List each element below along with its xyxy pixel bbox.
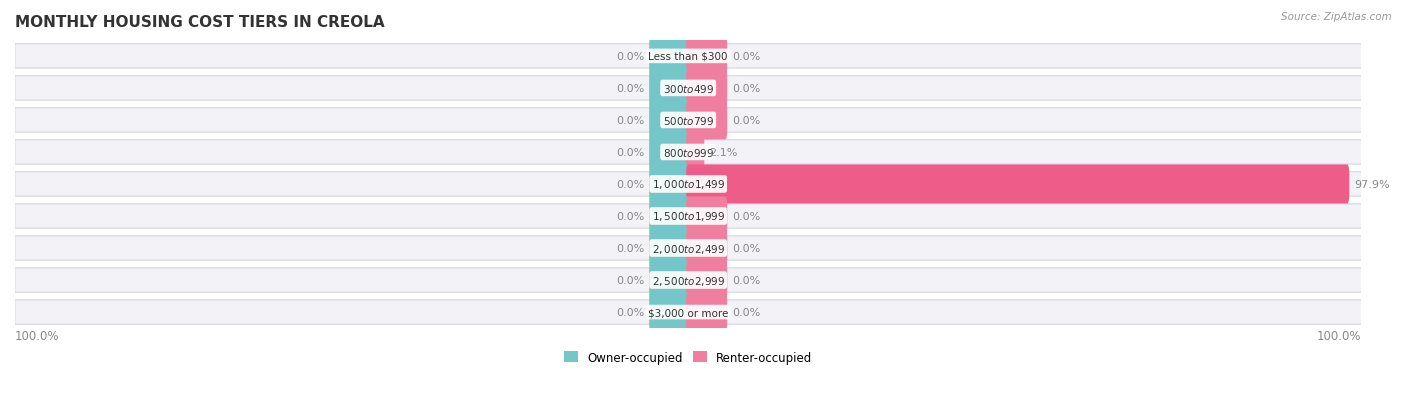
- FancyBboxPatch shape: [15, 300, 1361, 325]
- Text: 97.9%: 97.9%: [1354, 180, 1389, 190]
- FancyBboxPatch shape: [686, 293, 727, 332]
- FancyBboxPatch shape: [686, 69, 727, 108]
- Text: 0.0%: 0.0%: [616, 275, 644, 285]
- Text: 0.0%: 0.0%: [616, 180, 644, 190]
- Text: 2.1%: 2.1%: [709, 147, 737, 158]
- FancyBboxPatch shape: [15, 204, 1361, 229]
- Text: $800 to $999: $800 to $999: [662, 147, 714, 159]
- FancyBboxPatch shape: [650, 101, 690, 140]
- FancyBboxPatch shape: [686, 101, 727, 140]
- FancyBboxPatch shape: [15, 268, 1361, 292]
- Text: 0.0%: 0.0%: [733, 307, 761, 317]
- Text: MONTHLY HOUSING COST TIERS IN CREOLA: MONTHLY HOUSING COST TIERS IN CREOLA: [15, 15, 385, 30]
- FancyBboxPatch shape: [686, 37, 727, 76]
- FancyBboxPatch shape: [650, 261, 690, 300]
- FancyBboxPatch shape: [650, 37, 690, 76]
- FancyBboxPatch shape: [15, 236, 1361, 261]
- Text: 0.0%: 0.0%: [733, 84, 761, 94]
- Text: 0.0%: 0.0%: [733, 243, 761, 254]
- Text: 0.0%: 0.0%: [733, 211, 761, 221]
- Text: 0.0%: 0.0%: [616, 52, 644, 62]
- Text: $3,000 or more: $3,000 or more: [648, 307, 728, 317]
- Text: $2,000 to $2,499: $2,000 to $2,499: [651, 242, 724, 255]
- Text: 100.0%: 100.0%: [15, 329, 59, 342]
- Text: 0.0%: 0.0%: [616, 211, 644, 221]
- Text: 0.0%: 0.0%: [733, 275, 761, 285]
- Text: Less than $300: Less than $300: [648, 52, 728, 62]
- FancyBboxPatch shape: [15, 172, 1361, 197]
- Text: 0.0%: 0.0%: [616, 84, 644, 94]
- FancyBboxPatch shape: [15, 45, 1361, 69]
- FancyBboxPatch shape: [650, 69, 690, 108]
- Text: 0.0%: 0.0%: [616, 116, 644, 126]
- FancyBboxPatch shape: [686, 133, 704, 172]
- Text: $1,000 to $1,499: $1,000 to $1,499: [651, 178, 724, 191]
- Text: Source: ZipAtlas.com: Source: ZipAtlas.com: [1281, 12, 1392, 22]
- FancyBboxPatch shape: [650, 197, 690, 236]
- Text: 0.0%: 0.0%: [616, 307, 644, 317]
- Text: 100.0%: 100.0%: [1317, 329, 1361, 342]
- FancyBboxPatch shape: [15, 109, 1361, 133]
- Text: $1,500 to $1,999: $1,500 to $1,999: [651, 210, 724, 223]
- FancyBboxPatch shape: [650, 165, 690, 204]
- Text: 0.0%: 0.0%: [733, 116, 761, 126]
- FancyBboxPatch shape: [686, 165, 1350, 204]
- FancyBboxPatch shape: [15, 76, 1361, 101]
- Legend: Owner-occupied, Renter-occupied: Owner-occupied, Renter-occupied: [560, 346, 817, 368]
- FancyBboxPatch shape: [15, 140, 1361, 165]
- Text: 0.0%: 0.0%: [733, 52, 761, 62]
- Text: $300 to $499: $300 to $499: [662, 83, 714, 95]
- FancyBboxPatch shape: [650, 293, 690, 332]
- Text: 0.0%: 0.0%: [616, 243, 644, 254]
- FancyBboxPatch shape: [686, 197, 727, 236]
- Text: $500 to $799: $500 to $799: [662, 115, 714, 127]
- FancyBboxPatch shape: [686, 261, 727, 300]
- FancyBboxPatch shape: [686, 229, 727, 268]
- Text: 0.0%: 0.0%: [616, 147, 644, 158]
- Text: $2,500 to $2,999: $2,500 to $2,999: [651, 274, 724, 287]
- FancyBboxPatch shape: [650, 133, 690, 172]
- FancyBboxPatch shape: [650, 229, 690, 268]
